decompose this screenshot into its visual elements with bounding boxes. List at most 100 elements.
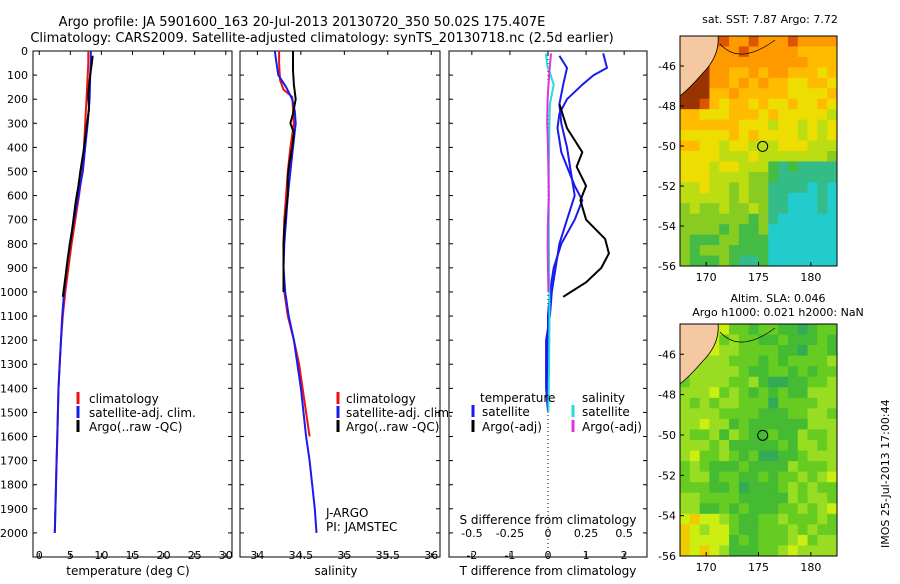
map-cell <box>827 397 837 409</box>
map-cell <box>817 161 828 173</box>
sla-map <box>679 323 838 557</box>
map-cell <box>758 140 769 152</box>
map-cell <box>729 545 740 556</box>
map-cell <box>719 203 730 215</box>
map-cell <box>768 545 779 556</box>
map-cell <box>797 397 809 409</box>
map-cell <box>709 345 720 357</box>
map-x-tick-label: 180 <box>800 271 821 284</box>
legend-label-climatology: climatology <box>346 392 416 406</box>
map-cell <box>699 503 711 515</box>
map-cell <box>680 471 691 483</box>
depth-tick-label: 700 <box>7 214 28 227</box>
map-cell <box>768 36 779 48</box>
map-cell <box>680 482 691 494</box>
map-cell <box>817 418 828 431</box>
map-cell <box>748 140 760 152</box>
map-cell <box>827 387 837 399</box>
map-cell <box>778 492 789 504</box>
map-cell <box>778 418 789 431</box>
map-cell <box>680 450 691 462</box>
map-cell <box>787 109 799 121</box>
map-cell <box>807 450 818 462</box>
map-cell <box>699 513 711 525</box>
depth-axis: 0 100 200 300 400 500 600 700 800 900 1000 1100 1200… <box>0 45 647 540</box>
map-cell <box>807 334 818 346</box>
map-cell <box>827 255 837 266</box>
map-x-tick-label: 170 <box>696 561 717 574</box>
map-cells <box>680 36 837 266</box>
map-cell <box>719 418 730 431</box>
map-cell <box>709 503 720 515</box>
map-cell <box>738 192 750 204</box>
map-cell <box>689 203 701 215</box>
map-cell <box>807 408 818 420</box>
map-cell <box>787 355 799 367</box>
map-cell <box>778 151 789 163</box>
map-cell <box>787 182 799 194</box>
map-cell <box>758 503 769 515</box>
map-cell <box>699 213 711 225</box>
map-cell <box>787 119 799 131</box>
map-cell <box>778 182 789 194</box>
map-cell <box>719 77 730 89</box>
legend-label-argo: Argo(..raw -QC) <box>346 420 439 434</box>
map-cell <box>709 418 720 431</box>
map-cell <box>778 245 789 257</box>
map-cell <box>738 429 750 441</box>
map-cell <box>748 171 760 183</box>
map-cell <box>729 492 740 504</box>
map-cell <box>709 119 720 131</box>
map-cell <box>729 534 740 547</box>
map-cell <box>729 171 740 183</box>
map-cell <box>729 450 740 462</box>
map-cell <box>758 397 769 409</box>
map-cell <box>827 140 837 152</box>
map-cell <box>738 56 750 68</box>
map-cell <box>787 213 799 225</box>
map-cell <box>748 471 760 483</box>
map-cell <box>699 355 711 367</box>
map-cell <box>768 503 779 515</box>
map-cell <box>758 36 769 48</box>
x-tick-label: 5 <box>67 549 74 562</box>
legend-header-salinity: salinity <box>582 391 625 405</box>
map-cell <box>797 224 809 236</box>
map-cell <box>797 366 809 378</box>
map-y-tick-label: -46 <box>658 348 676 361</box>
map-cell <box>778 36 789 48</box>
map-cell <box>758 56 769 68</box>
map-cell <box>807 324 818 336</box>
map-cell <box>778 376 789 388</box>
depth-tick-label: 900 <box>7 262 28 275</box>
map-cell <box>699 471 711 483</box>
map-cell <box>758 376 769 388</box>
x-tick-label: 34.5 <box>289 549 314 562</box>
map-cell <box>787 171 799 183</box>
map-cell <box>807 98 818 110</box>
map-cell <box>768 67 779 79</box>
map-cell <box>680 130 691 142</box>
map-cell <box>827 461 837 473</box>
timestamp-stamp: IMOS 25-Jul-2013 17:00:44 <box>879 399 892 548</box>
map-cell <box>719 387 730 399</box>
map-cell <box>787 524 799 536</box>
map-cell <box>827 471 837 483</box>
series-line-s-argo-adj- <box>546 53 552 293</box>
map-cell <box>827 503 837 515</box>
map-cell <box>748 324 760 336</box>
legend-label-argo: Argo(..raw -QC) <box>89 420 182 434</box>
map-cell <box>797 56 809 68</box>
map-cell <box>748 36 760 48</box>
map-cell <box>748 461 760 473</box>
map-cell <box>748 418 760 431</box>
series-line-s-satellite <box>545 53 555 413</box>
map-cell <box>787 224 799 236</box>
map-cell <box>680 440 691 452</box>
map-cell <box>719 46 730 58</box>
map-cell <box>827 203 837 215</box>
map-cell <box>719 408 730 420</box>
map-cell <box>738 355 750 367</box>
map-cell <box>797 376 809 388</box>
